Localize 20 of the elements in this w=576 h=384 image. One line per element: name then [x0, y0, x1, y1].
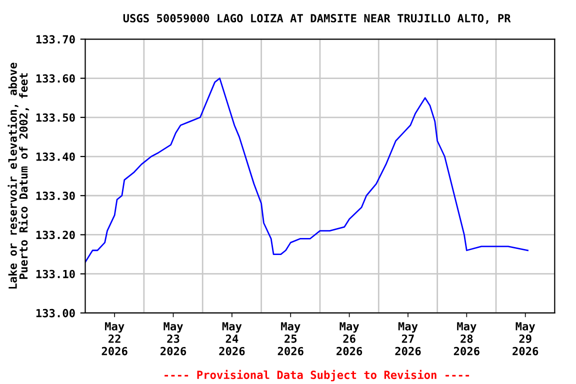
- y-axis-title: Lake or reservoir elevation, above Puerto Rico Datum of 2002, feet: [8, 62, 30, 289]
- y-tick-label: 133.60: [36, 74, 75, 83]
- x-tick-label: May 25 2026: [278, 322, 304, 356]
- text: ---- Provisional Data Subject to Revision ----: [164, 370, 470, 382]
- y-tick-label: 133.20: [36, 230, 75, 240]
- x-tick-label: May 29 2026: [512, 322, 538, 356]
- x-tick-label: May 28 2026: [454, 322, 480, 356]
- y-tick-label: 133.10: [36, 270, 75, 278]
- y-tick-label: 133.00: [36, 308, 75, 318]
- x-tick-label: May 24 2026: [219, 322, 245, 356]
- x-tick-label: May 23 2026: [160, 322, 186, 356]
- y-tick-label: 133.40: [36, 152, 75, 161]
- line-series: [85, 78, 528, 263]
- y-tick-label: 133.30: [36, 192, 75, 200]
- x-tick-label: May 26 2026: [336, 322, 362, 356]
- x-tick-label: May 22 2026: [102, 322, 128, 356]
- y-tick-label: 133.70: [36, 35, 75, 44]
- y-tick-label: 133.50: [36, 113, 75, 122]
- x-tick-label: May 27 2026: [395, 322, 421, 356]
- chart-title: USGS 50059000 LAGO LOIZA AT DAMSITE NEAR TRUJILLO ALTO, PR: [123, 14, 511, 24]
